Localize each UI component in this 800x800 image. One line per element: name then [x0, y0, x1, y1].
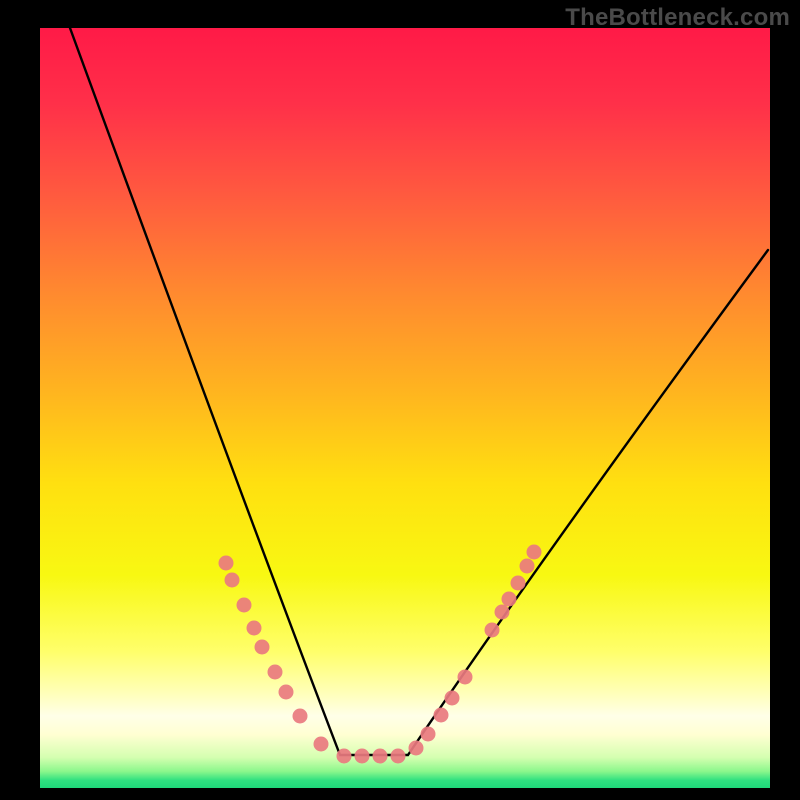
scatter-dot	[485, 623, 500, 638]
scatter-dot	[314, 737, 329, 752]
scatter-dot	[255, 640, 270, 655]
scatter-dot	[391, 749, 406, 764]
scatter-dot	[434, 708, 449, 723]
scatter-dot	[421, 727, 436, 742]
scatter-dot	[355, 749, 370, 764]
scatter-dot	[495, 605, 510, 620]
v-curve	[70, 28, 768, 755]
watermark-label: TheBottleneck.com	[565, 4, 790, 32]
scatter-dot	[225, 573, 240, 588]
scatter-dot	[337, 749, 352, 764]
scatter-dot	[458, 670, 473, 685]
scatter-dot	[279, 685, 294, 700]
scatter-dots	[219, 545, 542, 764]
scatter-dot	[520, 559, 535, 574]
scatter-dot	[293, 709, 308, 724]
chart-stage: TheBottleneck.com	[0, 0, 800, 800]
scatter-dot	[237, 598, 252, 613]
scatter-dot	[445, 691, 460, 706]
scatter-dot	[511, 576, 526, 591]
scatter-dot	[527, 545, 542, 560]
scatter-dot	[219, 556, 234, 571]
scatter-dot	[268, 665, 283, 680]
scatter-dot	[373, 749, 388, 764]
scatter-dot	[247, 621, 262, 636]
scatter-dot	[409, 741, 424, 756]
scatter-dot	[502, 592, 517, 607]
plot-area	[40, 28, 770, 788]
chart-overlay-svg	[40, 28, 770, 788]
